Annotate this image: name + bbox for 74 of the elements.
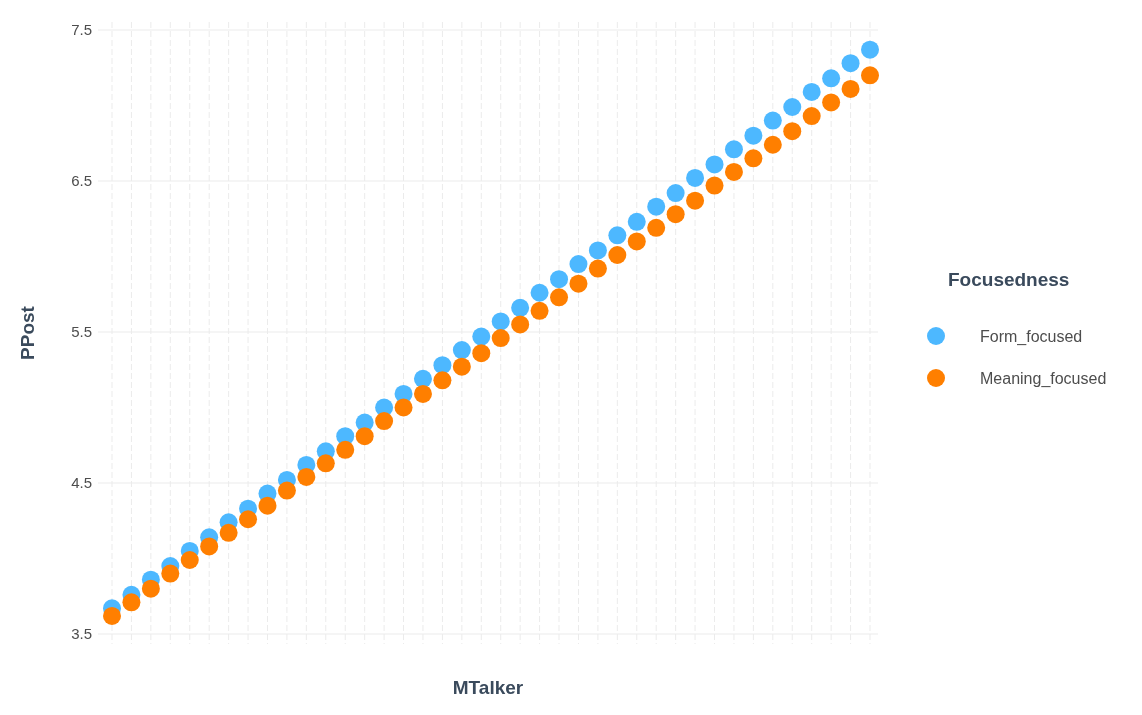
- point: [491, 329, 510, 348]
- point: [588, 241, 607, 260]
- point: [627, 232, 646, 251]
- point: [666, 205, 685, 224]
- legend-label: Meaning_focused: [980, 369, 1107, 388]
- point: [103, 606, 121, 625]
- point: [452, 357, 471, 376]
- point: [141, 579, 160, 598]
- point: [783, 98, 802, 117]
- point: [530, 283, 549, 302]
- point: [763, 111, 782, 130]
- point: [569, 274, 588, 293]
- point: [724, 140, 743, 159]
- point: [511, 315, 530, 334]
- point: [413, 384, 432, 403]
- point: [122, 593, 141, 612]
- point: [744, 149, 763, 168]
- point: [550, 270, 569, 289]
- point: [550, 288, 569, 307]
- point: [413, 369, 432, 388]
- point: [452, 341, 471, 360]
- point: [822, 93, 841, 112]
- point: [666, 184, 685, 203]
- point: [511, 298, 530, 317]
- legend-title: Focusedness: [948, 269, 1070, 290]
- point: [200, 537, 219, 556]
- point: [802, 107, 821, 126]
- point: [316, 454, 335, 473]
- point: [647, 197, 666, 216]
- point: [647, 218, 666, 237]
- point: [336, 440, 355, 459]
- point: [239, 510, 258, 529]
- point: [705, 155, 724, 174]
- point: [433, 371, 452, 390]
- y-axis-title: PPost: [17, 305, 38, 360]
- point: [783, 122, 802, 141]
- y-tick-label: 6.5: [71, 172, 92, 190]
- point: [258, 496, 277, 515]
- y-tick-label: 4.5: [71, 474, 92, 492]
- x-axis-title: MTalker: [452, 677, 524, 698]
- point: [627, 212, 646, 231]
- point: [802, 82, 821, 101]
- point: [841, 79, 860, 98]
- point: [277, 481, 296, 500]
- point: [355, 427, 374, 446]
- point: [705, 176, 724, 195]
- point: [588, 259, 607, 278]
- point: [744, 126, 763, 145]
- point: [530, 301, 549, 320]
- point: [297, 467, 316, 486]
- legend-label: Form_focused: [980, 327, 1083, 346]
- point: [491, 312, 510, 331]
- point: [686, 168, 705, 187]
- point: [161, 564, 180, 583]
- point: [686, 191, 705, 210]
- point: [822, 69, 841, 88]
- y-tick-label: 7.5: [71, 21, 92, 39]
- y-tick-label: 3.5: [71, 625, 92, 643]
- point: [180, 551, 199, 570]
- point: [472, 344, 491, 363]
- point: [569, 255, 588, 274]
- point: [861, 66, 879, 85]
- point: [763, 135, 782, 154]
- point: [472, 327, 491, 346]
- point: [608, 226, 627, 245]
- point: [608, 245, 627, 264]
- y-tick-label: 5.5: [71, 323, 92, 341]
- point: [219, 523, 238, 542]
- point: [841, 54, 860, 73]
- point: [375, 412, 394, 431]
- point: [724, 162, 743, 181]
- point: [394, 398, 413, 417]
- point: [433, 356, 452, 375]
- point: [861, 40, 879, 59]
